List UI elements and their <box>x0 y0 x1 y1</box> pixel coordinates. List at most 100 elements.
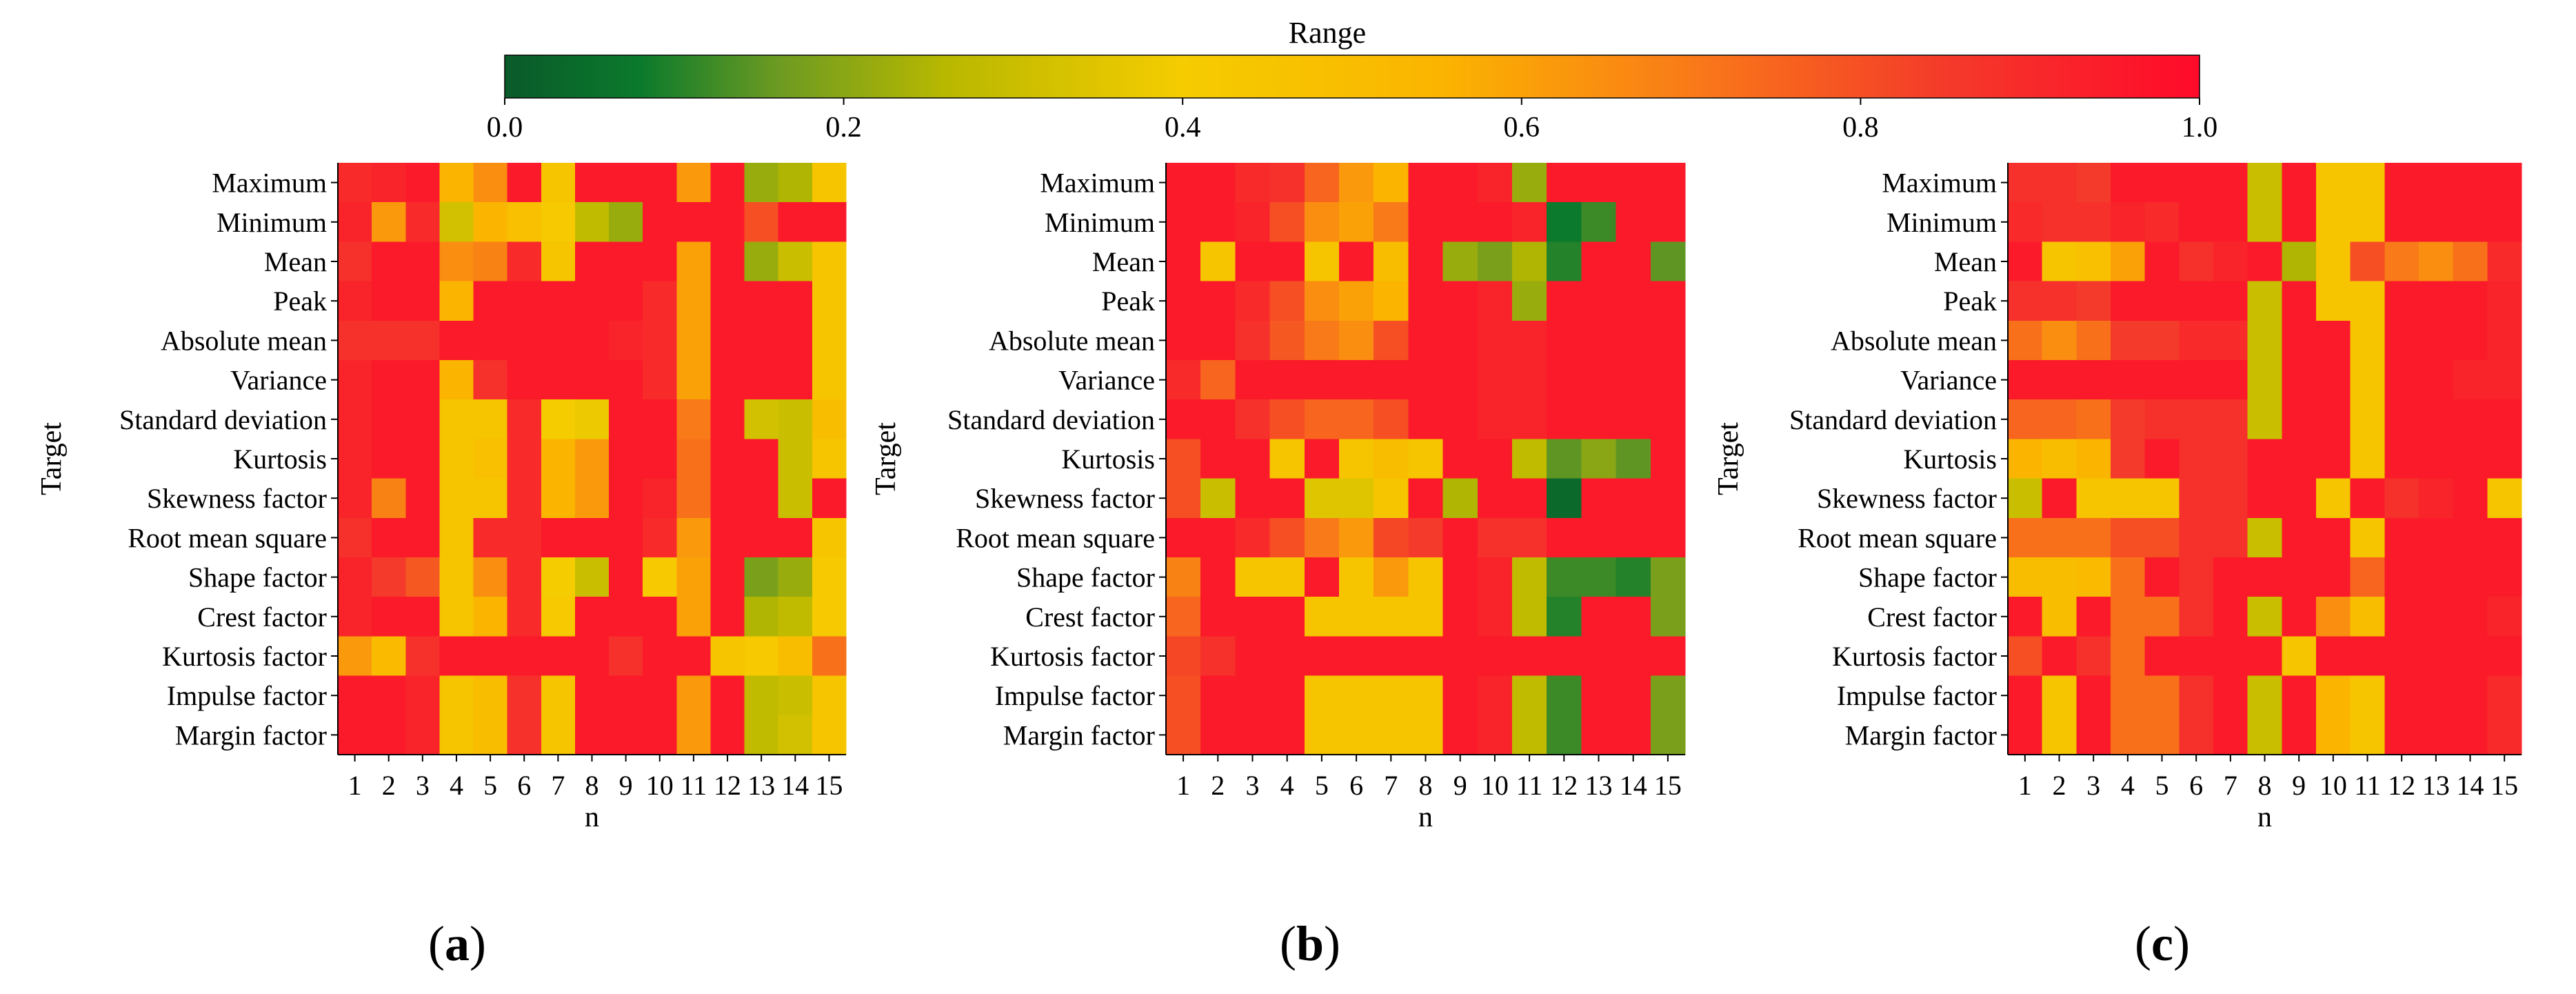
heatmap-cell <box>1304 360 1340 400</box>
heatmap-cell <box>473 241 508 282</box>
colorbar: Range 0.0 0.2 0.4 0.6 0.8 1.0 <box>487 16 2218 143</box>
heatmap-cell <box>2008 597 2043 637</box>
heatmap-cell <box>1547 202 1582 242</box>
heatmap-cell <box>1442 557 1478 597</box>
heatmap-cell <box>744 163 779 203</box>
heatmap-cell <box>507 517 542 558</box>
x-axis-title: n <box>585 802 599 833</box>
heatmap-cell <box>643 399 677 439</box>
heatmap-cell <box>2076 597 2111 637</box>
x-tick-label: 3 <box>416 770 430 801</box>
heatmap-cell <box>1200 557 1236 597</box>
heatmap-cell <box>574 715 610 755</box>
heatmap-cell <box>2008 517 2043 558</box>
x-axis-title: n <box>1418 802 1433 833</box>
heatmap-cell <box>2282 439 2317 479</box>
y-tick-label: Mean <box>1934 246 1997 277</box>
heatmap-cell <box>2316 636 2351 677</box>
x-tick-label: 3 <box>1246 770 1260 801</box>
heatmap-cell <box>1166 439 1201 479</box>
heatmap-cell <box>2042 320 2077 361</box>
heatmap-cell <box>473 517 508 558</box>
heatmap-cell <box>1581 478 1617 519</box>
heatmap-cell <box>2213 439 2248 479</box>
heatmap-cell <box>473 360 508 400</box>
heatmap-cell <box>372 636 406 677</box>
heatmap-cell <box>2282 399 2317 439</box>
heatmap-cell <box>541 202 576 242</box>
heatmap-cell <box>507 320 542 361</box>
heatmap-cell <box>1547 675 1582 716</box>
heatmap-cell <box>2247 241 2282 282</box>
heatmap-cell <box>372 281 406 321</box>
heatmap-cell <box>1616 399 1651 439</box>
heatmap-cell <box>643 517 677 558</box>
heatmap-cell <box>1304 320 1340 361</box>
heatmap-cell <box>812 320 847 361</box>
heatmap-cell <box>2213 281 2248 321</box>
heatmap-cell <box>2350 597 2385 637</box>
heatmap-cell <box>2316 439 2351 479</box>
heatmap-cell <box>1200 241 1236 282</box>
heatmap-cell <box>1547 320 1582 361</box>
heatmap-cell <box>405 320 440 361</box>
heatmap-cell <box>574 557 610 597</box>
heatmap-cell <box>1373 597 1409 637</box>
heatmap-cell <box>1339 517 1374 558</box>
heatmap-cell <box>2350 241 2385 282</box>
heatmap-cell <box>2042 675 2077 716</box>
heatmap-cell <box>1512 597 1547 637</box>
x-tick-label: 4 <box>2121 770 2135 801</box>
heatmap-cell <box>1235 399 1271 439</box>
heatmap-cell <box>1581 399 1617 439</box>
x-axis-title: n <box>2257 802 2272 833</box>
heatmap-cell <box>2487 241 2522 282</box>
heatmap-cell <box>2008 163 2043 203</box>
heatmap-cell <box>2008 557 2043 597</box>
heatmap-cell <box>2111 597 2146 637</box>
heatmap-cell <box>2316 675 2351 716</box>
heatmap-cell <box>643 202 677 242</box>
y-tick-label: Skewness factor <box>147 483 327 514</box>
heatmap-cell <box>1581 320 1617 361</box>
heatmap-cell <box>541 478 576 519</box>
heatmap-cell <box>1616 478 1651 519</box>
heatmap-cell <box>2453 636 2488 677</box>
colorbar-title: Range <box>1289 16 1366 50</box>
heatmap-cell <box>2179 241 2214 282</box>
y-tick-label: Peak <box>1101 286 1155 317</box>
heatmap-cell <box>1304 557 1340 597</box>
heatmap-cell <box>405 163 440 203</box>
heatmap-cell <box>1339 163 1374 203</box>
heatmap-cell <box>1269 715 1305 755</box>
x-tick-label: 11 <box>1516 770 1543 801</box>
heatmap-cell <box>338 636 372 677</box>
heatmap-cell <box>2350 557 2385 597</box>
heatmap-cell <box>1477 517 1513 558</box>
heatmap-cell <box>1200 715 1236 755</box>
heatmap-cell <box>1339 202 1374 242</box>
heatmap-cell <box>473 202 508 242</box>
heatmap-cell <box>609 202 643 242</box>
heatmap-cell <box>2487 439 2522 479</box>
heatmap-cell <box>2213 636 2248 677</box>
heatmap-cell <box>1408 517 1444 558</box>
heatmap-cell <box>2384 320 2419 361</box>
heatmap-cell <box>372 163 406 203</box>
heatmap-cell <box>1650 241 1686 282</box>
heatmap-cell <box>2213 360 2248 400</box>
heatmap-cell <box>2213 478 2248 519</box>
heatmap-cell <box>778 281 813 321</box>
heatmap-cell <box>2350 202 2385 242</box>
heatmap-cell <box>1269 478 1305 519</box>
heatmap-cell <box>1512 715 1547 755</box>
x-tick-label: 14 <box>2457 770 2484 801</box>
heatmap-cell <box>473 675 508 716</box>
heatmap-cell <box>1408 163 1444 203</box>
heatmap-cell <box>574 360 610 400</box>
heatmap-cell <box>2316 399 2351 439</box>
heatmap-cell <box>2419 636 2454 677</box>
heatmap-cell <box>744 597 779 637</box>
heatmap-cell <box>1477 636 1513 677</box>
heatmap-cell <box>609 675 643 716</box>
